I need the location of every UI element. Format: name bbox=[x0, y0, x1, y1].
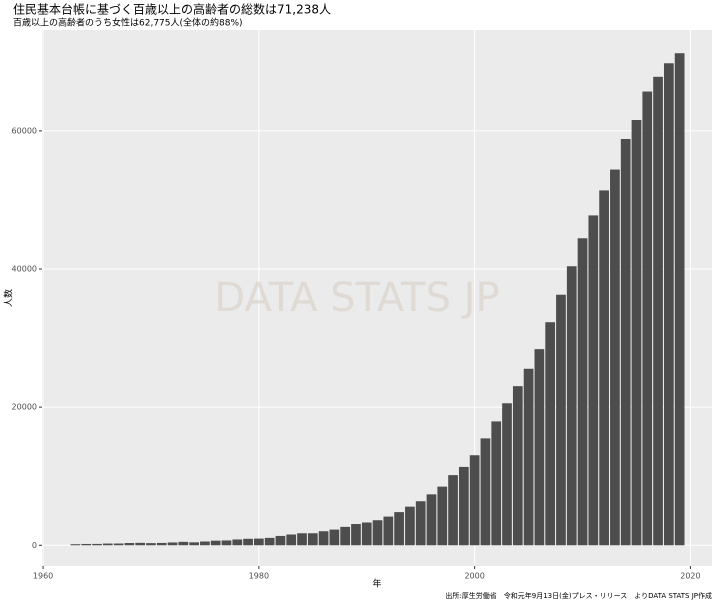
bar bbox=[372, 520, 383, 546]
x-tick-label: 2020 bbox=[680, 572, 700, 581]
bar bbox=[523, 368, 534, 546]
bar bbox=[405, 506, 415, 546]
bar bbox=[243, 538, 253, 546]
bar bbox=[577, 238, 588, 546]
bar bbox=[610, 169, 620, 546]
bar bbox=[135, 542, 146, 546]
bar bbox=[566, 266, 577, 546]
bar bbox=[642, 91, 653, 546]
bar bbox=[458, 466, 469, 546]
bar bbox=[491, 421, 502, 546]
bar bbox=[221, 540, 232, 546]
x-tick-label: 1980 bbox=[249, 572, 269, 581]
bar bbox=[512, 386, 523, 546]
bar bbox=[307, 533, 318, 546]
bar bbox=[200, 541, 210, 546]
bar bbox=[275, 535, 286, 546]
y-tick-label: 40000 bbox=[12, 264, 37, 273]
bar bbox=[70, 544, 81, 546]
bar bbox=[102, 543, 113, 546]
bar bbox=[297, 533, 307, 546]
bar bbox=[232, 539, 243, 546]
bar bbox=[361, 522, 372, 546]
bar bbox=[254, 538, 264, 546]
chart-title: 住民基本台帳に基づく百歳以上の高齢者の総数は71,238人 bbox=[13, 2, 331, 17]
bar bbox=[631, 120, 642, 546]
bar bbox=[146, 543, 156, 546]
bar bbox=[620, 138, 631, 546]
bar bbox=[383, 516, 394, 546]
caption: 出所:厚生労働省 令和元年9月13日(金)プレス・リリース よりDATA STA… bbox=[445, 591, 712, 600]
bar bbox=[415, 501, 426, 546]
bar bbox=[286, 534, 297, 546]
bar bbox=[178, 541, 189, 546]
watermark: DATA STATS JP bbox=[214, 275, 499, 321]
bar bbox=[556, 294, 566, 546]
bar bbox=[545, 322, 556, 546]
bar bbox=[156, 542, 167, 546]
bar bbox=[92, 543, 102, 546]
bar bbox=[124, 543, 135, 546]
bar bbox=[674, 53, 685, 546]
y-axis-label: 人数 bbox=[3, 289, 15, 307]
y-tick-label: 0 bbox=[32, 541, 37, 550]
bar bbox=[394, 512, 404, 546]
bar bbox=[329, 529, 340, 546]
y-tick-label: 60000 bbox=[12, 126, 37, 135]
bar bbox=[426, 494, 437, 546]
x-tick-label: 1960 bbox=[33, 572, 53, 581]
bar bbox=[264, 537, 275, 546]
bar bbox=[210, 540, 221, 546]
bar bbox=[340, 526, 351, 546]
x-tick-label: 2000 bbox=[464, 572, 484, 581]
bar bbox=[437, 486, 448, 546]
bar bbox=[318, 531, 329, 546]
x-axis-label: 年 bbox=[372, 578, 381, 590]
bar bbox=[599, 190, 609, 546]
bar bbox=[502, 403, 512, 546]
bar bbox=[189, 542, 199, 546]
bar bbox=[663, 63, 674, 546]
bar bbox=[351, 524, 361, 546]
bar bbox=[534, 349, 545, 546]
bar bbox=[653, 76, 663, 546]
chart-subtitle: 百歳以上の高齢者のうち女性は62,775人(全体の約88%) bbox=[13, 17, 243, 29]
bar bbox=[469, 455, 480, 546]
bar bbox=[81, 543, 92, 546]
bar bbox=[113, 543, 124, 546]
bar bbox=[480, 438, 491, 546]
bar bbox=[167, 542, 178, 546]
bar bbox=[588, 215, 599, 546]
bar bbox=[448, 475, 458, 546]
y-tick-label: 20000 bbox=[12, 403, 37, 412]
